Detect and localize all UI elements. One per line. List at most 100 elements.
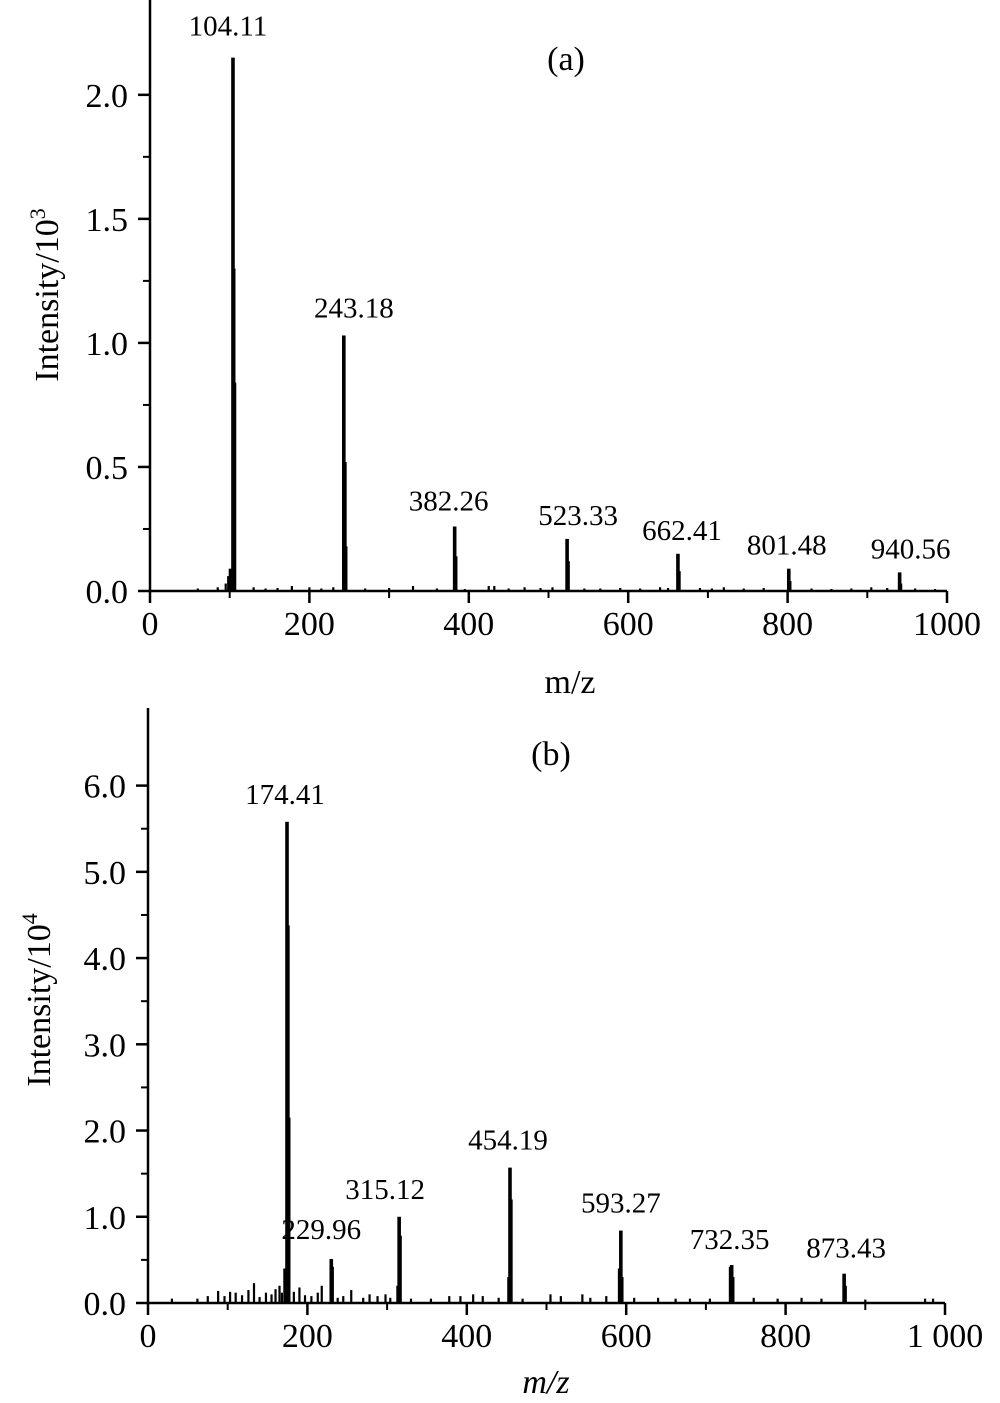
panel-b-peak-bar-13 xyxy=(617,1268,622,1303)
panel-a-noise-bar-36 xyxy=(886,588,889,591)
panel-a-noise-bar-11 xyxy=(388,588,391,591)
panel-b-peak-bar-8 xyxy=(396,1285,400,1303)
panel-b-y-ticks: 0.0 1.0 2.0 3.0 4.0 5.0 6.0 xyxy=(84,769,148,1323)
panel-b-noise-bar-35 xyxy=(481,1296,484,1303)
panel-b-noise-bar-7 xyxy=(240,1295,244,1303)
panel-b-noise-bar-37 xyxy=(521,1298,524,1303)
panel-b-peak-bar-17 xyxy=(730,1277,735,1303)
panel-a-y-tick-label-3: 1.5 xyxy=(86,202,129,239)
panel-b-noise-bar-16 xyxy=(292,1291,295,1303)
panel-b-peak-bar-7 xyxy=(398,1235,402,1303)
panel-a-x-tick-label-3: 600 xyxy=(603,606,654,643)
panel-b-noise-bar-34 xyxy=(472,1294,475,1303)
panel-b-noise-bar-18 xyxy=(303,1295,307,1303)
panel-a-noise-bar-27 xyxy=(698,588,702,591)
panel-a-y-tick-label-4: 2.0 xyxy=(86,78,129,115)
panel-b-y-tick-label-3: 3.0 xyxy=(84,1027,127,1064)
panel-b-noise-bar-43 xyxy=(633,1297,636,1303)
panel-b-y-tick-label-1: 1.0 xyxy=(84,1200,127,1237)
panel-b-noise-bar-31 xyxy=(429,1298,433,1303)
panel-b-noise-bar-21 xyxy=(320,1285,323,1303)
panel-b-peak-bar-10 xyxy=(509,1199,513,1303)
panel-b-noise-bar-6 xyxy=(234,1292,237,1303)
panel-a-x-tick-label-2: 400 xyxy=(443,606,494,643)
panel-a-y-axis-title: Intensity/103 xyxy=(25,208,66,381)
panel-b-peak-label-1: 229.96 xyxy=(281,1214,361,1246)
panel-b-peak-bar-19 xyxy=(843,1285,847,1303)
panel-b-y-tick-label-4: 4.0 xyxy=(84,941,127,978)
panel-a-x-ticks: 0 200 400 600 800 1000 xyxy=(142,591,981,643)
panel-b-noise-bar-45 xyxy=(674,1298,677,1303)
panel-a-noise-bar-15 xyxy=(487,586,490,591)
panel-b-peak-label-4: 593.27 xyxy=(581,1188,661,1220)
panel-b-noise-bar-33 xyxy=(459,1296,462,1303)
panel-b-noise-bar-3 xyxy=(217,1290,220,1303)
panel-a-noise-bar-29 xyxy=(722,587,725,591)
panel-a-noise-bar-6 xyxy=(290,586,293,591)
panel-a-label: (a) xyxy=(547,41,585,78)
panel-b-peak-label-5: 732.35 xyxy=(690,1224,770,1256)
panel-b-noise-bar-32 xyxy=(448,1296,451,1303)
panel-a-chart: 0 200 400 600 800 1000 0.0 0.5 1.0 1.5 2.0 104.11… xyxy=(25,0,981,701)
panel-b-noise-bar-4 xyxy=(223,1296,226,1303)
panel-b-y-tick-label-5: 5.0 xyxy=(84,855,127,892)
panel-a-noise-bar-7 xyxy=(308,587,311,591)
panel-a-x-axis-title: m/z xyxy=(545,664,596,701)
panel-a-peak-bar-9 xyxy=(453,556,458,591)
panel-a-peak-bar-14 xyxy=(786,568,791,591)
panel-b-chart: 0 200 400 600 800 1 000 0.0 1.0 2.0 3.0 4.0 5.0 6.0… xyxy=(17,708,983,1401)
panel-b-noise-bar-40 xyxy=(581,1294,584,1303)
panel-b-peak-bar-3 xyxy=(283,1268,287,1303)
panel-a-peak-bar-13 xyxy=(677,571,681,591)
panel-a-peak-bar-16 xyxy=(897,572,902,591)
panel-b-peak-label-3: 454.19 xyxy=(468,1125,548,1157)
panel-a-peak-bar-17 xyxy=(898,583,903,591)
panel-a-peak-bar-4 xyxy=(227,576,231,591)
panel-a-noise-bar-2 xyxy=(224,583,227,591)
panel-a-peak-label-6: 940.56 xyxy=(871,533,951,565)
panel-a-noise-bar-26 xyxy=(666,588,670,591)
panel-b-peak-bar-2 xyxy=(286,1117,291,1303)
panel-b-peaks xyxy=(170,821,935,1303)
panel-a-peak-label-4: 662.41 xyxy=(642,515,722,547)
panel-b-noise-bar-52 xyxy=(864,1299,867,1303)
panel-b-noise-bar-26 xyxy=(368,1294,371,1303)
panel-b-y-tick-label-6: 6.0 xyxy=(84,769,127,806)
panel-b-x-tick-label-4: 800 xyxy=(760,1318,811,1355)
panel-b-noise-bar-8 xyxy=(247,1290,250,1303)
panel-b-y-tick-label-0: 0.0 xyxy=(84,1286,127,1323)
panel-b-noise-bar-10 xyxy=(258,1296,261,1303)
panel-b-peak-label-2: 315.12 xyxy=(345,1174,425,1206)
panel-b-noise-bar-24 xyxy=(350,1290,353,1303)
panel-a-peak-label-3: 523.33 xyxy=(538,500,618,532)
panel-a-noise-bar-16 xyxy=(493,586,496,591)
panel-b-noise-bar-2 xyxy=(206,1296,209,1303)
panel-b-x-ticks: 0 200 400 600 800 1 000 xyxy=(140,1303,983,1355)
panel-b-peak-bar-1 xyxy=(286,925,290,1303)
panel-a-peak-labels: 104.11 243.18 382.26 523.33 662.41 801.48 940.… xyxy=(189,11,951,566)
panel-a-y-axis-title-base: Intensity/10 xyxy=(29,219,66,381)
panel-a-peak-label-5: 801.48 xyxy=(747,530,827,562)
panel-b-peak-bar-14 xyxy=(619,1277,624,1303)
panel-b-noise-bar-50 xyxy=(800,1297,803,1303)
panel-a-peak-label-1: 243.18 xyxy=(314,292,394,324)
panel-a-noise-bar-20 xyxy=(551,587,554,591)
panel-b-noise-bar-22 xyxy=(336,1297,339,1303)
panel-a-peak-bar-7 xyxy=(343,546,348,591)
panel-b-noise-bar-14 xyxy=(278,1285,281,1303)
panel-b-noise-bar-47 xyxy=(708,1298,711,1303)
panel-b-noise-bar-1 xyxy=(196,1298,199,1303)
panel-b-noise-bar-13 xyxy=(274,1289,277,1303)
panel-b-noise-bar-15 xyxy=(280,1292,283,1303)
panel-b-peak-bar-16 xyxy=(728,1266,733,1303)
panel-b-y-axis-title-exponent: 4 xyxy=(17,913,42,924)
panel-a-y-tick-label-0: 0.0 xyxy=(86,574,129,611)
panel-b-noise-bar-49 xyxy=(776,1298,779,1303)
panel-b-noise-bar-30 xyxy=(409,1298,413,1303)
panel-b-noise-bar-39 xyxy=(559,1296,562,1303)
panel-b-y-axis-title: Intensity/104 xyxy=(17,913,58,1086)
panel-a-peak-label-0: 104.11 xyxy=(189,11,268,43)
panel-b-noise-bar-23 xyxy=(342,1296,345,1303)
panel-b-noise-bar-25 xyxy=(362,1297,365,1303)
panel-b-noise-bar-17 xyxy=(298,1287,301,1303)
